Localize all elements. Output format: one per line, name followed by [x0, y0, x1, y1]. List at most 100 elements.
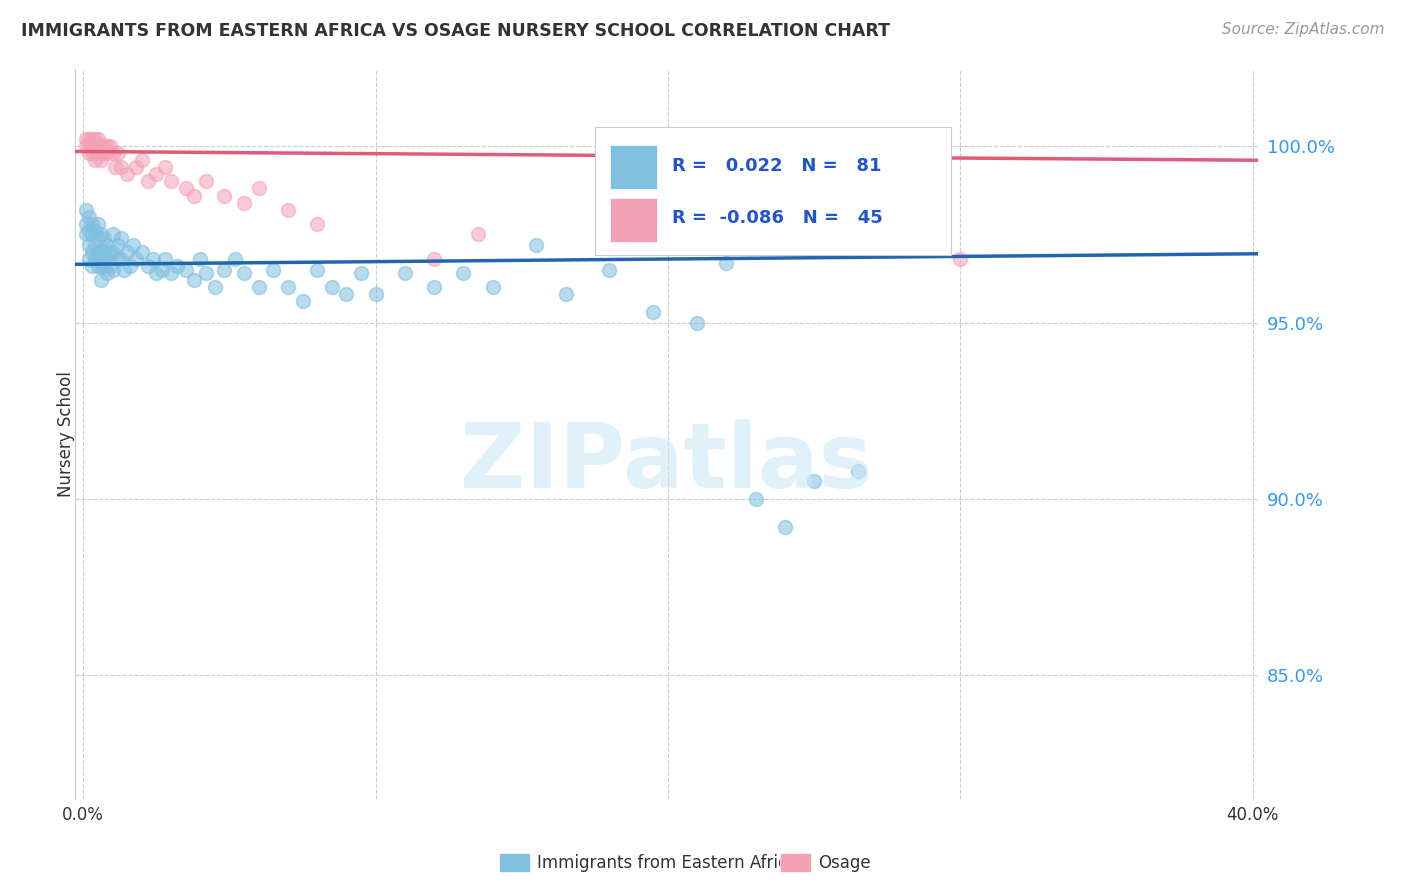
Point	[80, 259, 103, 273]
Point	[80, 227, 103, 242]
Point	[204, 280, 226, 294]
Point	[101, 244, 124, 259]
Point	[115, 244, 138, 259]
Point	[125, 252, 148, 266]
Point	[195, 266, 218, 280]
Point	[77, 139, 100, 153]
Point	[75, 202, 97, 217]
Point	[77, 238, 100, 252]
Point	[96, 238, 118, 252]
Text: Osage: Osage	[818, 854, 870, 871]
Point	[107, 252, 129, 266]
Point	[803, 475, 825, 489]
Point	[115, 167, 138, 181]
Point	[247, 181, 270, 195]
Point	[84, 139, 107, 153]
Point	[233, 266, 256, 280]
Point	[93, 259, 115, 273]
Point	[93, 244, 115, 259]
Point	[524, 238, 547, 252]
Point	[90, 146, 112, 161]
Point	[643, 305, 665, 319]
Point	[87, 231, 110, 245]
Point	[87, 132, 110, 146]
Point	[118, 259, 141, 273]
Point	[84, 224, 107, 238]
Point	[423, 252, 446, 266]
Point	[174, 262, 197, 277]
Text: R =  -0.086   N =   45: R = -0.086 N = 45	[672, 210, 883, 227]
Point	[247, 280, 270, 294]
Point	[307, 217, 329, 231]
Point	[80, 244, 103, 259]
Text: IMMIGRANTS FROM EASTERN AFRICA VS OSAGE NURSERY SCHOOL CORRELATION CHART: IMMIGRANTS FROM EASTERN AFRICA VS OSAGE …	[21, 22, 890, 40]
Point	[87, 146, 110, 161]
FancyBboxPatch shape	[595, 127, 950, 255]
Point	[949, 252, 972, 266]
Point	[87, 259, 110, 273]
Point	[224, 252, 246, 266]
Point	[145, 167, 167, 181]
Point	[394, 266, 416, 280]
Point	[96, 252, 118, 266]
Point	[90, 153, 112, 168]
Point	[84, 132, 107, 146]
Point	[93, 139, 115, 153]
Point	[125, 161, 148, 175]
Point	[153, 161, 176, 175]
Point	[101, 227, 124, 242]
Y-axis label: Nursery School: Nursery School	[58, 371, 75, 497]
Point	[136, 174, 159, 188]
Point	[142, 252, 165, 266]
Point	[131, 153, 153, 168]
Point	[716, 255, 738, 269]
Point	[77, 224, 100, 238]
Point	[93, 231, 115, 245]
Point	[110, 231, 132, 245]
Text: 0.0%: 0.0%	[62, 805, 104, 824]
Point	[80, 132, 103, 146]
Point	[846, 464, 869, 478]
Point	[112, 262, 135, 277]
Point	[364, 287, 387, 301]
Point	[321, 280, 343, 294]
Point	[335, 287, 357, 301]
Point	[291, 294, 314, 309]
Point	[122, 238, 145, 252]
Text: Source: ZipAtlas.com: Source: ZipAtlas.com	[1222, 22, 1385, 37]
Point	[90, 227, 112, 242]
Point	[101, 262, 124, 277]
Point	[96, 266, 118, 280]
Point	[188, 252, 211, 266]
Point	[75, 227, 97, 242]
Point	[93, 146, 115, 161]
Point	[96, 146, 118, 161]
Point	[350, 266, 373, 280]
Point	[107, 146, 129, 161]
Point	[744, 491, 766, 506]
Point	[77, 252, 100, 266]
Point	[212, 188, 235, 202]
Point	[104, 161, 127, 175]
FancyBboxPatch shape	[610, 145, 657, 189]
Point	[453, 266, 475, 280]
Point	[277, 202, 299, 217]
Point	[77, 210, 100, 224]
Point	[233, 195, 256, 210]
Point	[77, 132, 100, 146]
FancyBboxPatch shape	[610, 198, 657, 242]
Point	[80, 146, 103, 161]
Point	[195, 174, 218, 188]
Point	[174, 181, 197, 195]
Point	[307, 262, 329, 277]
Point	[87, 244, 110, 259]
Point	[110, 252, 132, 266]
Point	[773, 520, 796, 534]
Point	[110, 161, 132, 175]
Point	[136, 259, 159, 273]
Point	[160, 266, 183, 280]
Point	[686, 316, 709, 330]
Point	[598, 262, 620, 277]
Point	[101, 146, 124, 161]
Point	[145, 266, 167, 280]
